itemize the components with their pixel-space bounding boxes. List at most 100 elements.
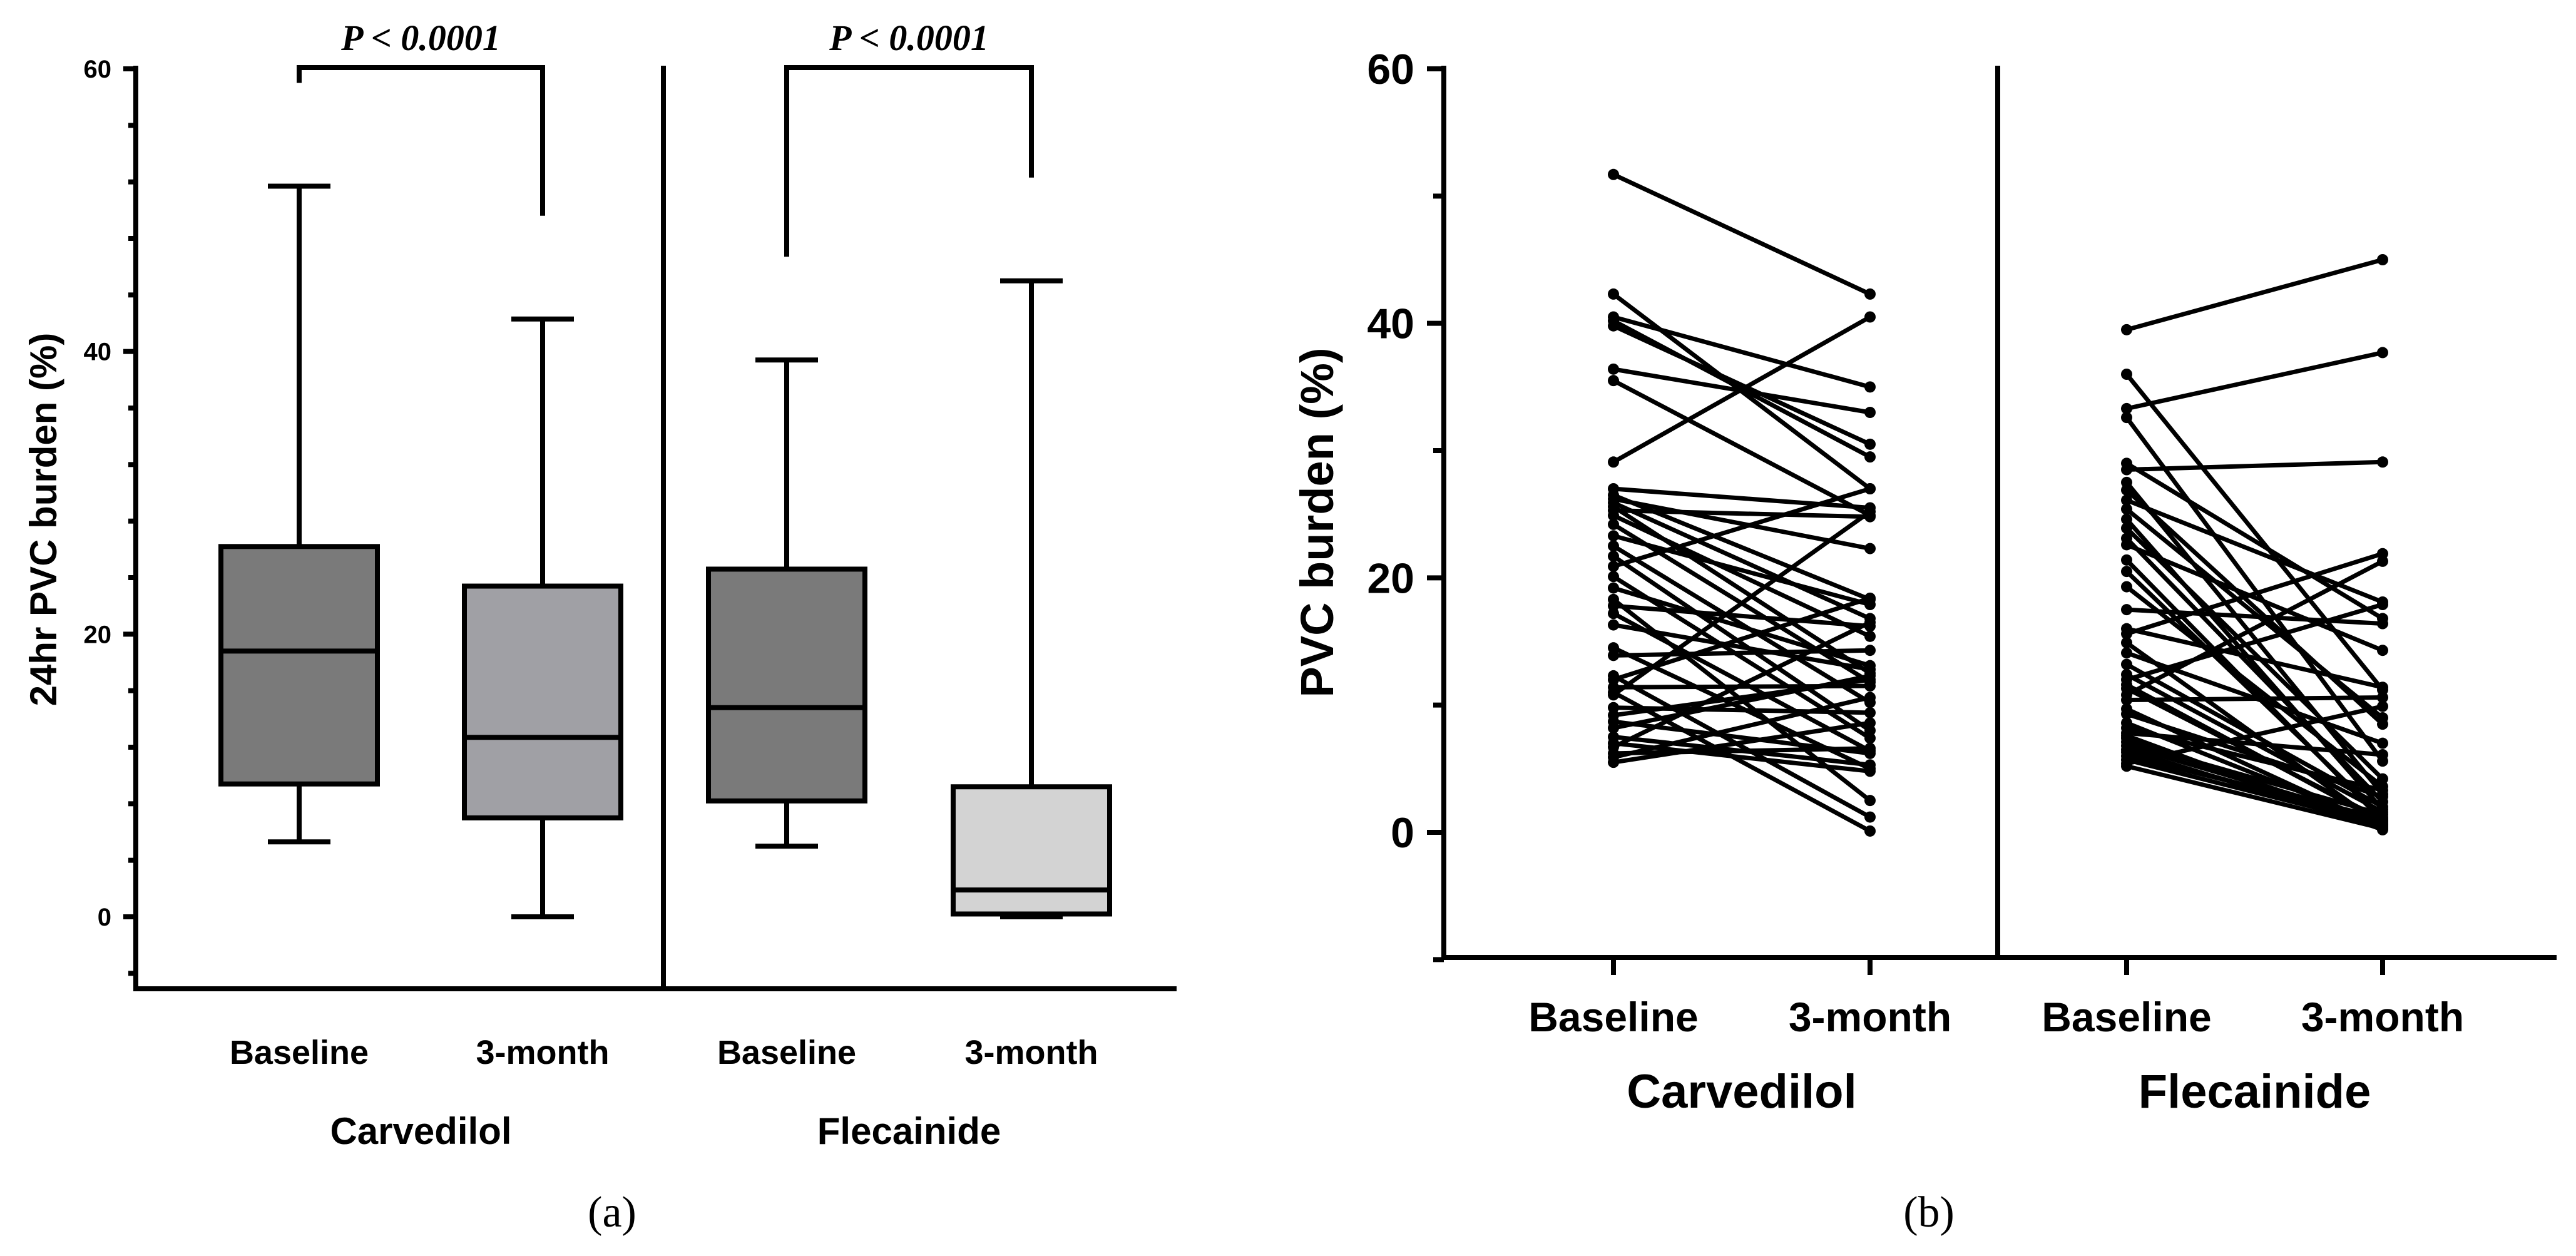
box-flecainide-baseline bbox=[706, 566, 867, 804]
pair-flecainide-44-3-month-point bbox=[2377, 822, 2388, 834]
pair-carvedilol-20-baseline-point bbox=[1608, 561, 1619, 573]
pair-flecainide-8-baseline-point bbox=[2121, 484, 2132, 496]
pair-carvedilol-30-3-month-point bbox=[1864, 592, 1876, 604]
pair-carvedilol-17-baseline-point bbox=[1608, 530, 1619, 542]
pair-carvedilol-26-baseline-point bbox=[1608, 619, 1619, 631]
pair-flecainide-14-3-month-point bbox=[2377, 645, 2388, 656]
pair-flecainide-4-line bbox=[2125, 416, 2384, 763]
pair-flecainide-6-baseline-point bbox=[2121, 464, 2132, 476]
pair-flecainide-6-3-month-point bbox=[2377, 456, 2388, 468]
pair-flecainide-43-line bbox=[2126, 704, 2383, 766]
pair-carvedilol-40-3-month-point bbox=[1864, 616, 1876, 628]
pair-carvedilol-32-3-month-point bbox=[1864, 825, 1876, 837]
pair-carvedilol-43-line bbox=[1613, 720, 1871, 765]
pair-flecainide-12-line bbox=[2125, 526, 2384, 781]
box-flecainide-3-month bbox=[951, 784, 1112, 917]
pair-carvedilol-1-line bbox=[1612, 172, 1871, 297]
pair-carvedilol-37-baseline-point bbox=[1608, 722, 1619, 734]
pair-carvedilol-11-3-month-point bbox=[1864, 543, 1876, 554]
pair-carvedilol-28-line bbox=[1613, 648, 1871, 658]
pair-flecainide-14-baseline-point bbox=[2121, 539, 2132, 551]
caption-b: (b) bbox=[1903, 1188, 1955, 1237]
pair-flecainide-29-baseline-point bbox=[2121, 694, 2132, 706]
pair-flecainide-1-3-month-point bbox=[2377, 254, 2388, 265]
pair-carvedilol-15-baseline-point bbox=[1608, 509, 1619, 521]
pair-flecainide-23-baseline-point bbox=[2121, 658, 2132, 670]
pair-carvedilol-15-3-month-point bbox=[1864, 630, 1876, 642]
pair-carvedilol-2-baseline-point bbox=[1608, 288, 1619, 300]
pair-flecainide-18-3-month-point bbox=[2377, 618, 2388, 630]
pair-flecainide-18-line bbox=[2126, 607, 2383, 626]
pair-carvedilol-41-3-month-point bbox=[1864, 742, 1876, 754]
panel-b-y-tick-label: 20 bbox=[1367, 554, 1414, 602]
pair-carvedilol-5-baseline-point bbox=[1608, 320, 1619, 332]
panel-b-group-label-flecainide: Flecainide bbox=[2139, 1065, 2371, 1118]
pair-carvedilol-14-line bbox=[1613, 508, 1871, 519]
pair-carvedilol-25-baseline-point bbox=[1608, 608, 1619, 620]
pair-flecainide-9-baseline-point bbox=[2121, 494, 2132, 506]
pair-carvedilol-33-line bbox=[1612, 509, 1872, 697]
pair-flecainide-22-3-month-point bbox=[2377, 737, 2388, 749]
pair-carvedilol-42-3-month-point bbox=[1864, 692, 1876, 703]
pair-carvedilol-28-3-month-point bbox=[1864, 645, 1876, 656]
p-value-flecainide: P < 0.0001 bbox=[829, 18, 989, 58]
pair-carvedilol-8-baseline-point bbox=[1608, 456, 1619, 468]
panel-b-x-tick-label: 3-month bbox=[1789, 994, 1951, 1040]
pair-carvedilol-1-baseline-point bbox=[1608, 168, 1619, 180]
panel-b-x-tick-label: 3-month bbox=[2301, 994, 2464, 1040]
significance-bracket-flecainide bbox=[784, 65, 1034, 257]
pair-carvedilol-15-line bbox=[1612, 513, 1871, 639]
pair-flecainide-34-line bbox=[2126, 730, 2383, 757]
pair-carvedilol-9-line bbox=[1613, 486, 1871, 510]
panel-b-y-tick-label: 40 bbox=[1367, 300, 1414, 348]
pair-carvedilol-29-3-month-point bbox=[1864, 811, 1876, 823]
panel-a-boxplot: 0 20 40 60 P < 0.0001 P < 0.0001 24hr PVC bu… bbox=[23, 18, 1177, 1152]
pair-flecainide-20-line bbox=[2125, 551, 2384, 636]
pair-flecainide-25-line bbox=[2126, 602, 2383, 682]
panel-b-y-tick-label: 0 bbox=[1391, 809, 1414, 857]
pair-carvedilol-43-baseline-point bbox=[1608, 757, 1619, 768]
panel-b-x-tick-label: Baseline bbox=[1528, 994, 1698, 1040]
pair-flecainide-18-baseline-point bbox=[2121, 604, 2132, 616]
pair-flecainide-5-line bbox=[2125, 461, 2384, 621]
pair-flecainide-14-line bbox=[2125, 543, 2384, 653]
pair-carvedilol-17-line bbox=[1613, 533, 1871, 607]
pair-flecainide-43-3-month-point bbox=[2377, 700, 2388, 712]
pair-carvedilol-32-line bbox=[1612, 690, 1871, 834]
pair-carvedilol-43-3-month-point bbox=[1864, 717, 1876, 729]
pair-carvedilol-29-line bbox=[1612, 673, 1871, 819]
pair-carvedilol-3-line bbox=[1613, 315, 1871, 389]
pair-carvedilol-26-line bbox=[1613, 623, 1871, 672]
caption-a: (a) bbox=[588, 1188, 636, 1237]
pair-carvedilol-33-3-month-point bbox=[1864, 506, 1876, 518]
pair-carvedilol-41-line bbox=[1613, 746, 1871, 756]
pair-carvedilol-5-line bbox=[1612, 324, 1871, 447]
pair-flecainide-17-baseline-point bbox=[2121, 581, 2132, 593]
panel-a-x-tick-label: Baseline bbox=[230, 1034, 369, 1071]
pair-flecainide-4-baseline-point bbox=[2121, 412, 2132, 424]
pair-flecainide-10-3-month-point bbox=[2377, 712, 2388, 723]
pair-carvedilol-4-3-month-point bbox=[1864, 451, 1876, 463]
pair-flecainide-19-line bbox=[2126, 626, 2383, 690]
pair-carvedilol-1-3-month-point bbox=[1864, 288, 1876, 300]
pair-flecainide-28-line bbox=[2125, 559, 2384, 697]
pair-carvedilol-21-baseline-point bbox=[1608, 571, 1619, 583]
pair-flecainide-7-line bbox=[2125, 481, 2384, 796]
pair-carvedilol-8-line bbox=[1612, 315, 1871, 464]
pair-carvedilol-24-line bbox=[1613, 603, 1871, 629]
pair-carvedilol-6-baseline-point bbox=[1608, 363, 1619, 375]
pair-flecainide-41-line bbox=[2126, 753, 2383, 821]
pair-flecainide-16-baseline-point bbox=[2121, 566, 2132, 578]
pair-flecainide-10-line bbox=[2125, 507, 2384, 720]
panel-a-x-tick-label: 3-month bbox=[476, 1034, 610, 1071]
pair-carvedilol-39-3-month-point bbox=[1864, 765, 1876, 777]
pair-carvedilol-22-baseline-point bbox=[1608, 582, 1619, 594]
pair-flecainide-15-baseline-point bbox=[2121, 554, 2132, 566]
pair-carvedilol-20-3-month-point bbox=[1864, 483, 1876, 494]
pair-flecainide-6-line bbox=[2126, 459, 2383, 472]
pair-carvedilol-19-line bbox=[1612, 554, 1871, 733]
pair-carvedilol-7-baseline-point bbox=[1608, 375, 1619, 387]
pair-carvedilol-40-line bbox=[1612, 620, 1871, 749]
p-value-carvedilol: P < 0.0001 bbox=[340, 18, 501, 58]
